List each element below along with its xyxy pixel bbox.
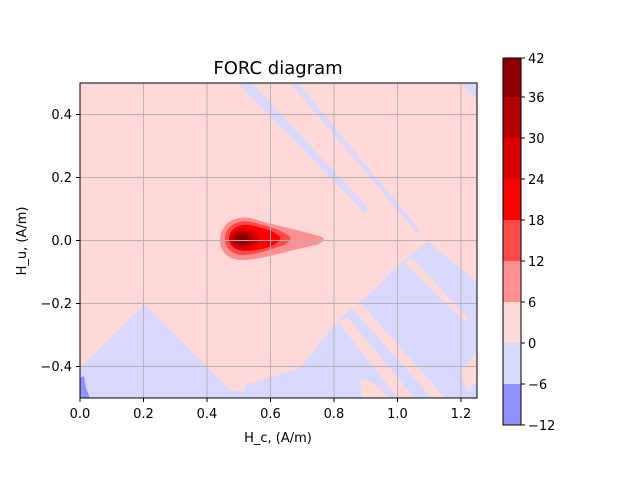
colorbar-tick-label: −6	[528, 378, 547, 393]
positive-band-3	[404, 258, 468, 322]
colorbar-tick-label: 24	[528, 173, 545, 188]
colorbar-band	[503, 220, 521, 261]
negative-streak-1	[238, 83, 370, 212]
colorbar-band	[503, 343, 521, 384]
positive-band-4	[360, 378, 390, 398]
colorbar-tick-label: 42	[528, 52, 545, 67]
chart-title: FORC diagram	[213, 58, 342, 79]
x-axis	[79, 398, 462, 402]
y-tick-labels: 0.4 0.2 0.0 −0.2 −0.4	[40, 108, 72, 375]
positive-band-2	[352, 302, 445, 398]
colorbar-tick-label: −12	[528, 419, 555, 434]
colorbar: 42 36 30 24 18 12 6 0 −6 −12	[502, 52, 555, 434]
y-tick-label: 0.0	[51, 234, 72, 249]
negative-spot-deep	[80, 376, 90, 398]
colorbar-band	[503, 179, 521, 220]
y-tick-label: 0.4	[51, 108, 72, 123]
colorbar-tick-label: 0	[528, 337, 536, 352]
x-tick-label: 1.2	[451, 407, 472, 422]
y-axis-label: H_u, (A/m)	[15, 207, 30, 276]
positive-band-1	[338, 318, 415, 398]
colorbar-band	[503, 384, 521, 425]
x-tick-label: 0.2	[133, 407, 154, 422]
colorbar-band	[503, 97, 521, 138]
x-tick-label: 0.0	[70, 407, 91, 422]
peak-contours	[220, 217, 324, 261]
colorbar-tick-label: 12	[528, 255, 545, 270]
colorbar-band	[503, 302, 521, 343]
negative-streak-3	[462, 83, 477, 100]
negative-region-lower-right	[245, 241, 477, 398]
x-axis-label: H_c, (A/m)	[244, 431, 312, 446]
colorbar-band	[503, 58, 521, 97]
y-axis	[76, 114, 80, 367]
negative-region-bottom-strip	[80, 390, 360, 398]
plot-area	[79, 82, 478, 399]
colorbar-band	[503, 138, 521, 179]
x-tick-label: 1.0	[387, 407, 408, 422]
colorbar-band	[503, 261, 521, 302]
colorbar-frame	[502, 57, 522, 426]
colorbar-tick-label: 36	[528, 91, 545, 106]
contour-36-42	[235, 234, 249, 244]
negative-streak-2	[290, 83, 420, 232]
x-tick-label: 0.4	[197, 407, 218, 422]
negative-region-lower-left	[80, 304, 238, 398]
colorbar-tick-label: 30	[528, 132, 545, 147]
y-tick-label: −0.2	[40, 297, 72, 312]
x-tick-labels: 0.0 0.2 0.4 0.6 0.8 1.0 1.2	[70, 407, 472, 422]
y-tick-label: −0.4	[40, 360, 72, 375]
positive-band-5	[460, 352, 477, 392]
colorbar-tick-label: 18	[528, 214, 545, 229]
colorbar-tick-label: 6	[528, 296, 536, 311]
x-tick-label: 0.6	[260, 407, 281, 422]
x-tick-label: 0.8	[324, 407, 345, 422]
y-tick-label: 0.2	[51, 171, 72, 186]
